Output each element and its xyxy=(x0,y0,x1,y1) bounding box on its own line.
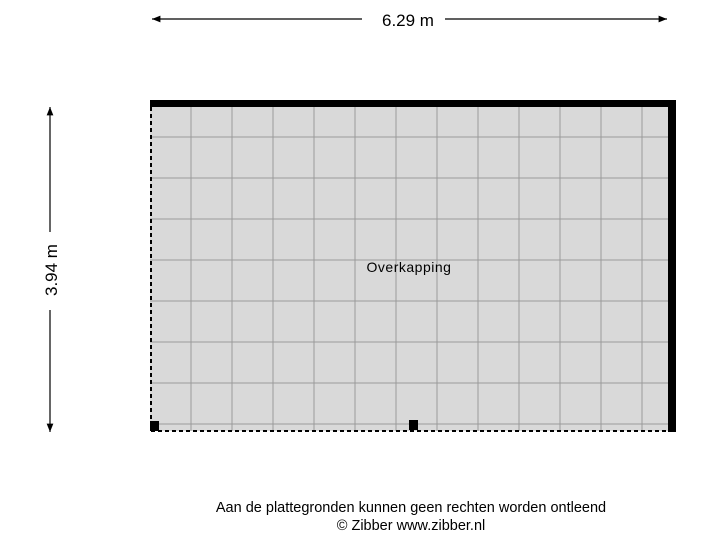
top-wall xyxy=(150,100,676,107)
height-dimension: 3.94 m xyxy=(42,107,61,432)
height-label: 3.94 m xyxy=(42,244,61,296)
floor-grid xyxy=(150,107,668,431)
post xyxy=(150,421,159,431)
copyright-text: © Zibber www.zibber.nl xyxy=(337,518,486,534)
right-wall xyxy=(668,100,676,432)
width-dimension: 6.29 m xyxy=(152,11,667,30)
room-floor xyxy=(150,102,668,431)
width-label: 6.29 m xyxy=(382,11,434,30)
room-label: Overkapping xyxy=(367,259,452,275)
post xyxy=(409,420,418,430)
disclaimer-text: Aan de plattegronden kunnen geen rechten… xyxy=(216,500,606,516)
